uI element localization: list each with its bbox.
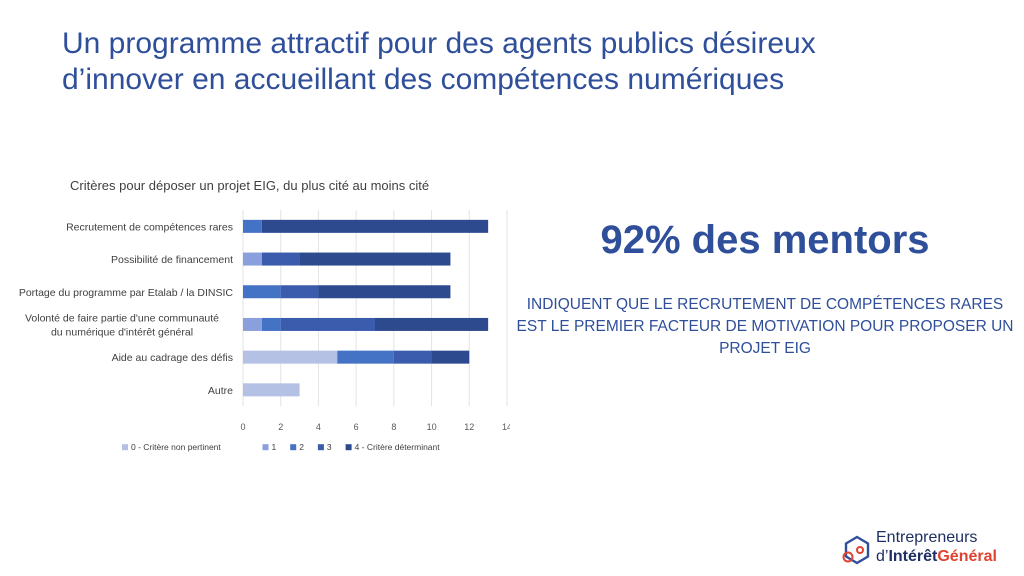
bar-segment	[243, 285, 281, 299]
slide-title-line2: d’innover en accueillant des compétences…	[62, 63, 785, 96]
x-tick-label: 14	[502, 422, 510, 432]
logo-line1: Entrepreneurs	[876, 529, 978, 546]
logo-line2-prefix: d’	[876, 548, 889, 565]
logo-text: Entrepreneurs d’IntérêtGénéral	[876, 528, 997, 566]
category-label: Possibilité de financement	[111, 254, 233, 266]
bar-segment	[243, 317, 262, 331]
bar-segment	[243, 252, 262, 266]
x-tick-label: 4	[316, 422, 321, 432]
bar-segment	[261, 317, 281, 331]
legend-swatch	[290, 444, 297, 451]
category-label: Recrutement de compétences rares	[66, 221, 233, 233]
logo-line2-accent: Général	[937, 548, 997, 565]
legend-label: 0 - Critère non pertinent	[131, 442, 221, 452]
category-label: Autre	[208, 385, 233, 397]
bar-segment	[318, 285, 451, 299]
bar-segment	[280, 317, 375, 331]
legend-label: 2	[299, 442, 304, 452]
logo-line2-strong: Intérêt	[888, 548, 938, 565]
bar-segment	[299, 252, 451, 266]
logo-line2: d’IntérêtGénéral	[876, 547, 997, 566]
x-tick-label: 2	[278, 422, 283, 432]
bar-segment	[375, 317, 489, 331]
x-tick-label: 10	[427, 422, 437, 432]
legend-label: 1	[272, 442, 277, 452]
bar-segment	[243, 350, 338, 364]
eig-logo: Entrepreneurs d’IntérêtGénéral	[840, 528, 1024, 572]
legend-swatch	[122, 444, 128, 451]
bar-segment	[393, 350, 432, 364]
bar-segment	[261, 219, 489, 233]
category-label: Aide au cadrage des défis	[112, 352, 233, 364]
x-tick-label: 8	[391, 422, 396, 432]
category-label-line: Volonté de faire partie d'une communauté	[25, 312, 219, 324]
category-label-line: du numérique d'intérêt général	[51, 326, 193, 338]
bar-segment	[243, 219, 262, 233]
x-tick-label: 0	[240, 422, 245, 432]
hexagon-logo-icon	[842, 535, 870, 565]
slide-title: Un programme attractif pour des agents p…	[62, 26, 962, 98]
x-tick-label: 12	[464, 422, 474, 432]
slide-title-line1: Un programme attractif pour des agents p…	[62, 27, 816, 60]
bar-segment	[431, 350, 470, 364]
legend-label: 3	[327, 442, 332, 452]
bar-segment	[337, 350, 394, 364]
legend-swatch	[345, 444, 352, 451]
category-label: Portage du programme par Etalab / la DIN…	[19, 287, 234, 299]
bar-segment	[280, 285, 319, 299]
legend-label: 4 - Critère déterminant	[355, 442, 441, 452]
legend-swatch	[317, 444, 324, 451]
highlight-stat: 92% des mentors	[600, 218, 930, 262]
x-tick-label: 6	[354, 422, 359, 432]
chart-title: Critères pour déposer un projet EIG, du …	[70, 178, 430, 193]
legend-swatch	[262, 444, 269, 451]
bar-segment	[243, 383, 300, 397]
highlight-description: INDIQUENT QUE LE RECRUTEMENT DE COMPÉTEN…	[516, 296, 1014, 357]
bar-segment	[261, 252, 300, 266]
category-label: Volonté de faire partie d'une communauté…	[25, 312, 219, 338]
